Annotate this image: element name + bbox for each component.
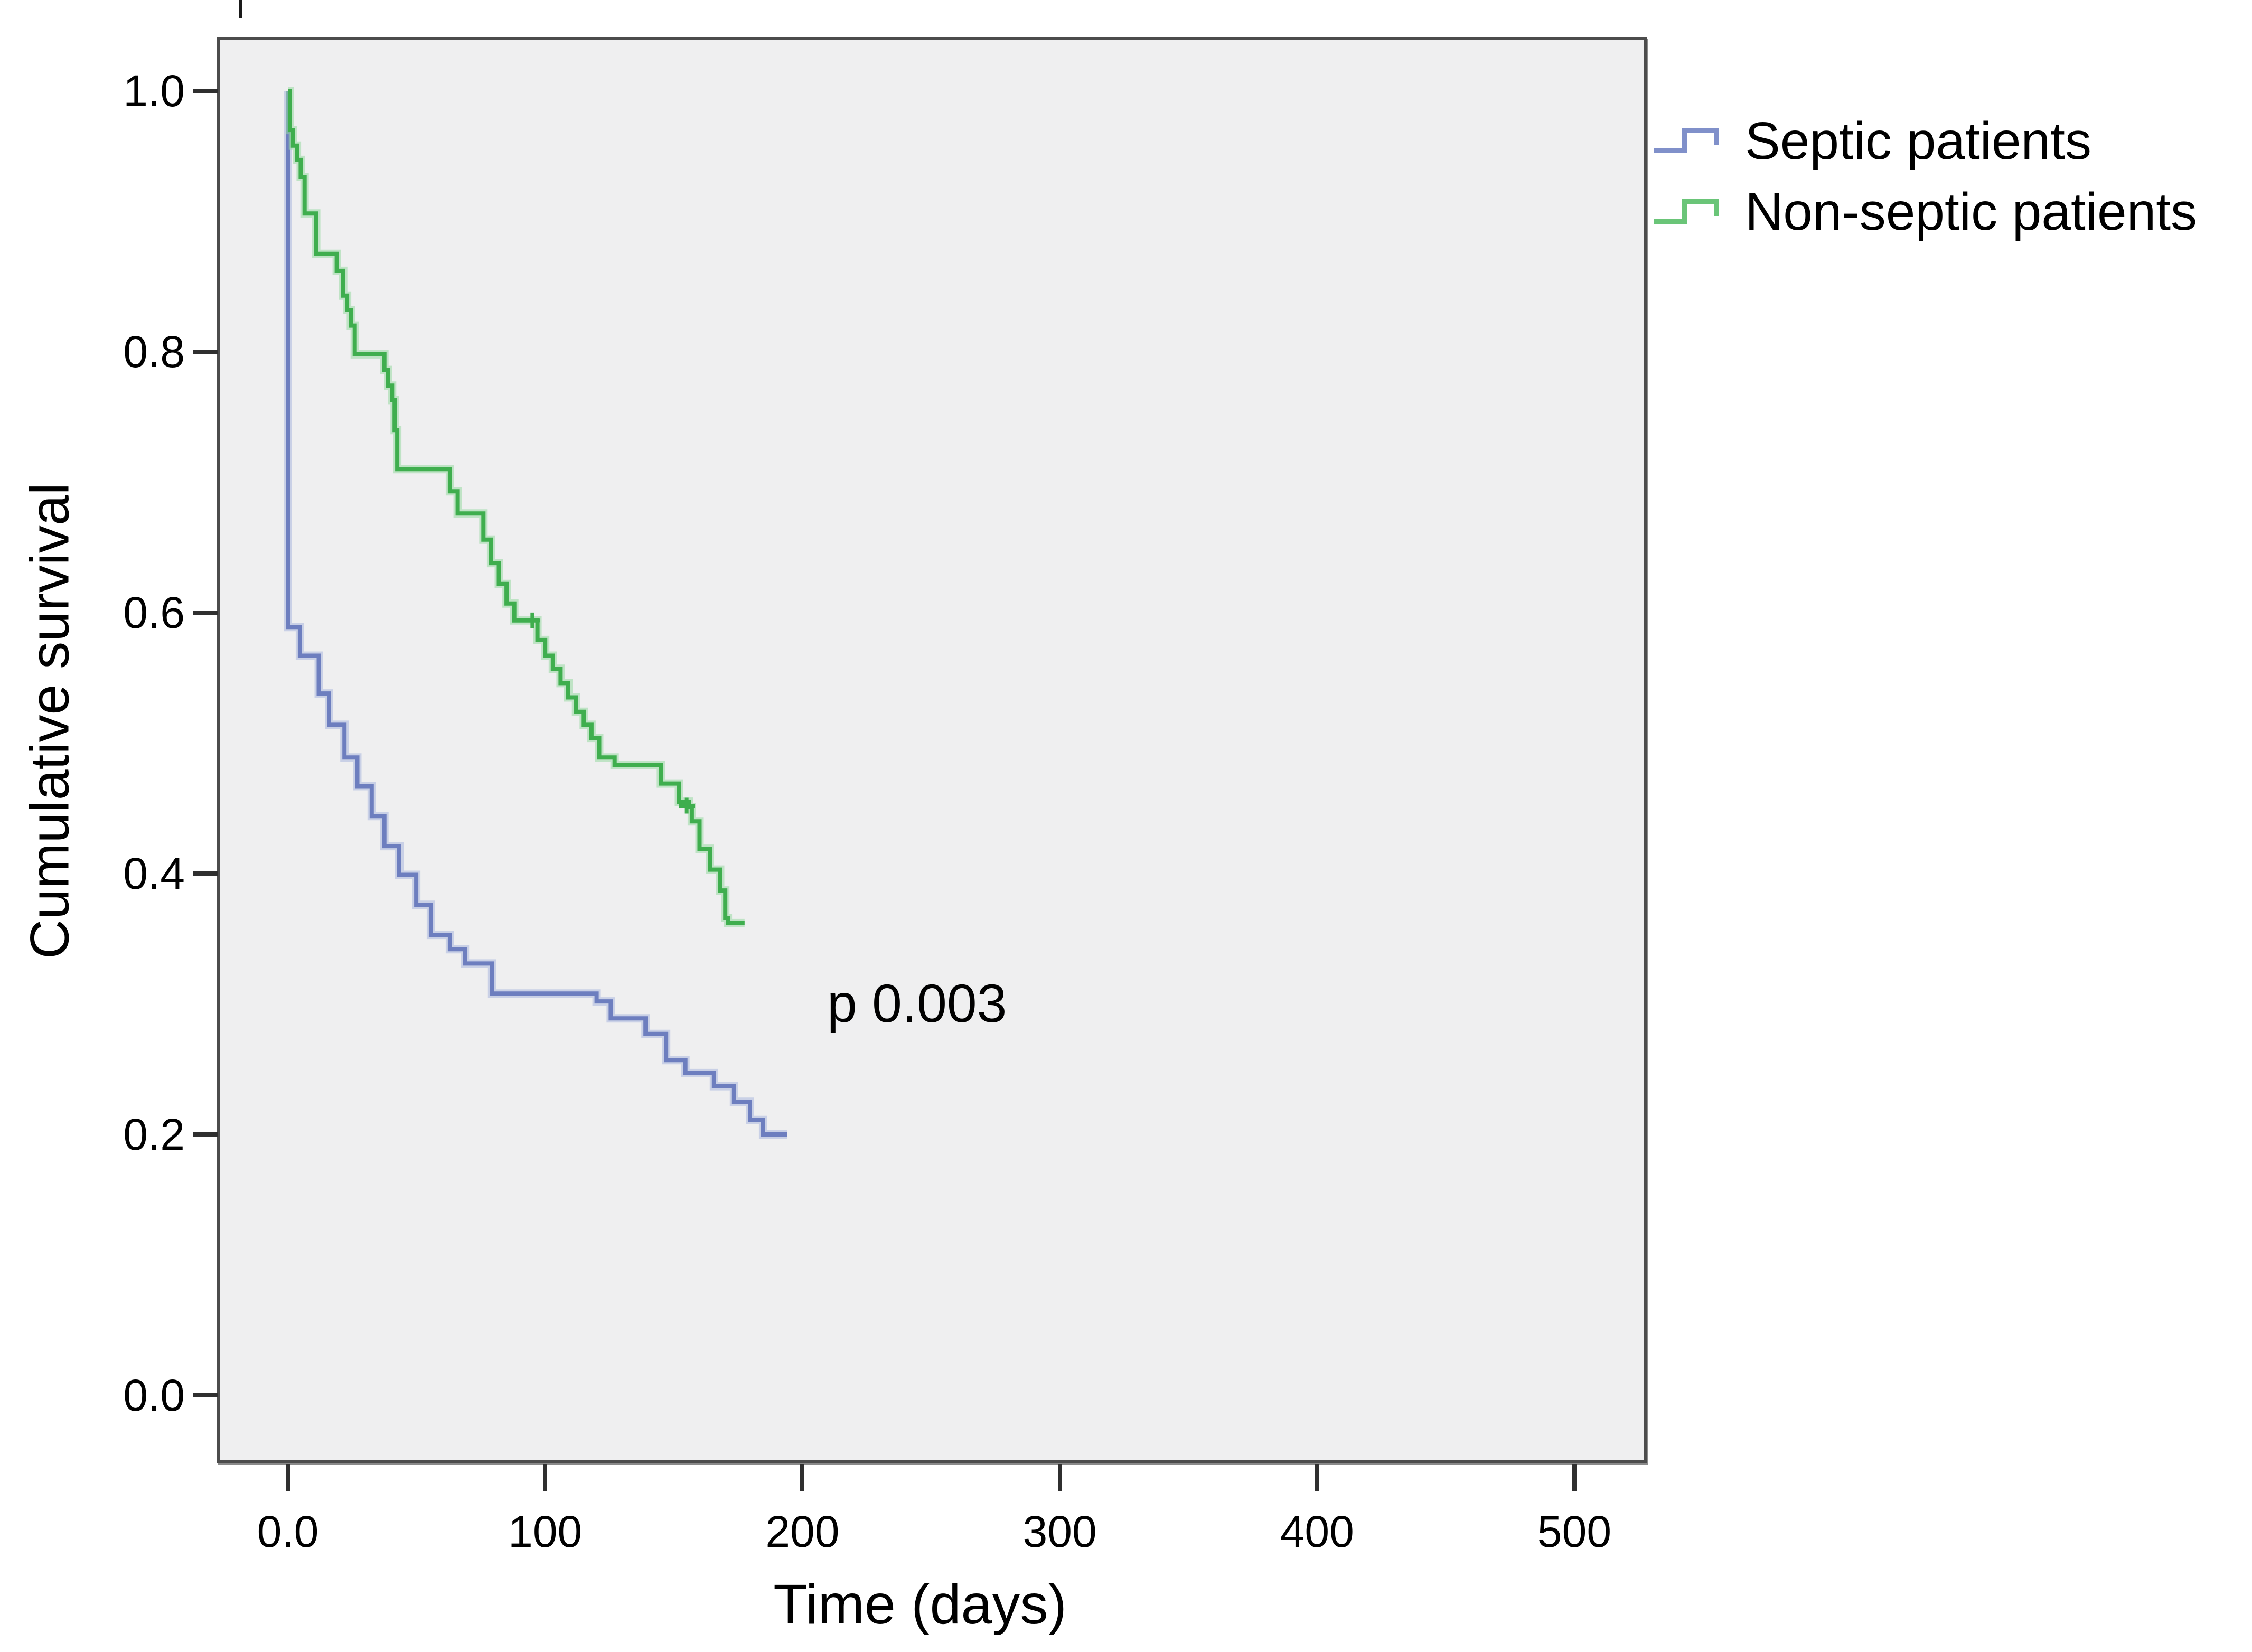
y-tick-label: 0.2 (123, 1110, 185, 1159)
y-tick-mark (193, 611, 218, 615)
legend: Septic patients Non-septic patients (1652, 106, 2197, 247)
censor-mark (679, 797, 695, 814)
x-tick-mark (286, 1464, 290, 1491)
legend-label-nonseptic: Non-septic patients (1745, 182, 2198, 241)
y-tick-mark (193, 1132, 218, 1137)
y-tick-label: 0.0 (123, 1371, 185, 1420)
y-tick-label: 1.0 (123, 66, 185, 116)
x-tick-mark (543, 1464, 548, 1491)
x-tick-label: 500 (1537, 1507, 1612, 1556)
x-tick-label: 100 (508, 1507, 583, 1556)
x-tick-label: 400 (1280, 1507, 1354, 1556)
y-tick-label: 0.6 (123, 588, 185, 637)
y-tick-mark (193, 89, 218, 93)
y-tick-mark (193, 350, 218, 354)
x-axis-title: Time (days) (773, 1573, 1067, 1636)
x-tick-mark (1572, 1464, 1577, 1491)
y-tick-mark (193, 1393, 218, 1397)
y-tick-label: 0.8 (123, 327, 185, 377)
plot-panel (217, 37, 1647, 1463)
x-tick-mark (1315, 1464, 1319, 1491)
survival-curves-svg (284, 87, 787, 1139)
x-tick-mark (800, 1464, 805, 1491)
x-tick-label: 200 (765, 1507, 840, 1556)
x-tick-mark (1057, 1464, 1062, 1491)
crop-artifact-mark (239, 0, 242, 18)
septic-step-icon (1654, 128, 1719, 153)
y-tick-label: 0.4 (123, 849, 185, 898)
p-value-annotation: p 0.003 (827, 973, 1007, 1034)
nonseptic-step-icon (1654, 199, 1719, 224)
x-tick-label: 300 (1022, 1507, 1097, 1556)
legend-item-nonseptic: Non-septic patients (1652, 176, 2197, 247)
curve-halo (284, 91, 787, 1139)
legend-item-septic: Septic patients (1652, 106, 2197, 176)
curve-septic-patients (286, 91, 787, 1137)
censor-mark (524, 612, 540, 628)
legend-label-septic: Septic patients (1745, 111, 2091, 171)
x-tick-label: 0.0 (257, 1507, 319, 1556)
curve-halo (285, 87, 745, 927)
y-tick-mark (193, 871, 218, 876)
y-axis-title: Cumulative survival (19, 483, 81, 959)
